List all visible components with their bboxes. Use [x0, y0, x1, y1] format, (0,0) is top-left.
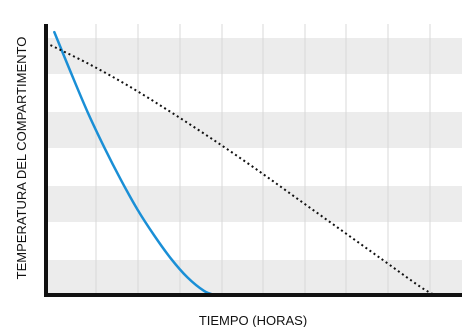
grid-band — [46, 38, 462, 74]
grid-bands — [46, 38, 462, 296]
series-line-2 — [45, 42, 436, 296]
axes — [44, 24, 462, 297]
grid-vertical-lines — [95, 24, 431, 295]
grid-band — [46, 186, 462, 222]
y-axis-label: TEMPERATURA DEL COMPARTIMENTO — [14, 37, 29, 280]
grid-band — [46, 260, 462, 296]
x-axis-label: TIEMPO (HORAS) — [199, 313, 307, 327]
series-line-1 — [53, 30, 216, 297]
grid-band — [46, 112, 462, 148]
series-layer — [45, 30, 436, 297]
